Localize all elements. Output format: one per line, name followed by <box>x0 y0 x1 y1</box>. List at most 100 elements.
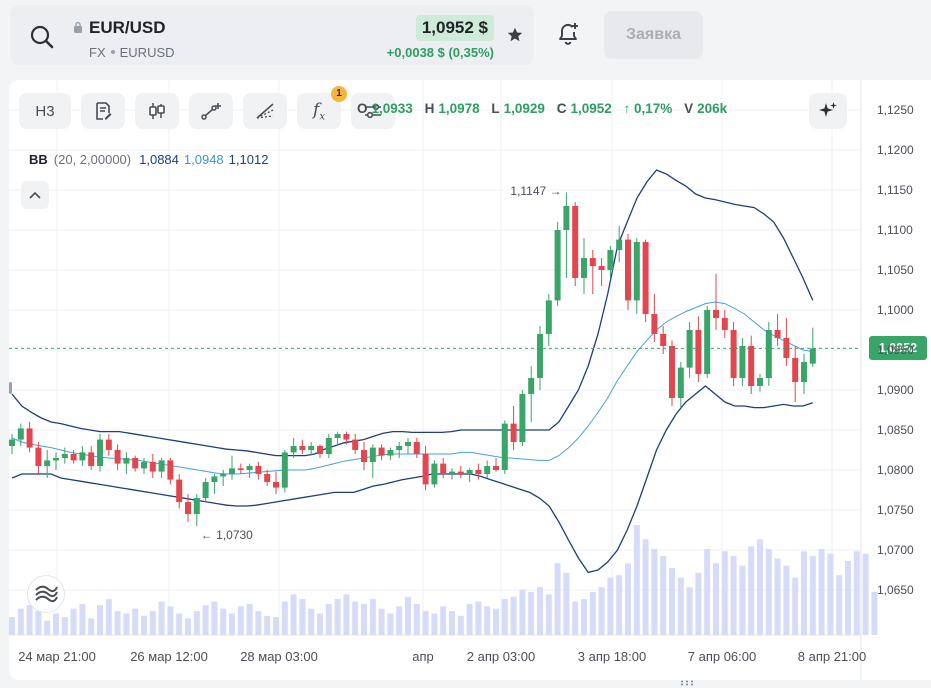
volume-bar <box>246 603 253 635</box>
candle-body <box>79 452 86 461</box>
volume-bar <box>616 575 623 635</box>
candle-body <box>422 454 429 485</box>
candle-body <box>642 242 649 314</box>
candle-body <box>484 466 491 474</box>
volume-bar <box>361 603 367 635</box>
volume-bar <box>17 608 24 635</box>
price-chart[interactable] <box>9 80 931 680</box>
volume-bar <box>801 551 807 635</box>
resize-handle-icon[interactable] <box>9 382 12 394</box>
candle-body <box>537 334 543 378</box>
candle-body <box>193 498 200 514</box>
order-button[interactable]: Заявка <box>604 11 703 59</box>
volume-bar <box>519 589 526 635</box>
candle-body <box>563 206 570 230</box>
sliders-icon <box>365 103 381 119</box>
volume-bar <box>721 551 728 635</box>
candle-body <box>211 476 218 482</box>
close-value: 1,0952 <box>570 101 612 116</box>
volume-bar <box>845 560 851 635</box>
candle-body <box>149 462 156 472</box>
volume-bar <box>545 594 552 635</box>
volume-bar <box>193 611 200 635</box>
candle-body <box>413 442 420 454</box>
volume-bar <box>466 603 473 635</box>
drag-dots-icon[interactable] <box>680 680 694 686</box>
candle-body <box>809 348 816 364</box>
candle-body <box>387 450 394 456</box>
volume-bar <box>53 613 59 635</box>
volume-bar <box>713 563 719 635</box>
volume-bar <box>598 587 605 635</box>
bb-lower-line <box>11 385 814 574</box>
volume-bar <box>607 577 614 635</box>
fibonacci-button[interactable] <box>243 93 287 129</box>
interval-button[interactable]: Н3 <box>19 93 71 129</box>
volume-bar <box>167 606 174 635</box>
candle-body <box>229 468 235 474</box>
candle-body <box>493 466 499 470</box>
bb-middle-line <box>11 301 813 475</box>
candle-body <box>677 367 684 398</box>
volume-value: 206k <box>697 101 728 116</box>
document-edit-icon <box>96 102 112 120</box>
candle-body <box>501 423 508 470</box>
bollinger-legend[interactable]: BB (20, 2,00000) 1,0884 1,0948 1,1012 <box>29 152 268 167</box>
candle-body <box>255 466 262 474</box>
x-tick-label: апр <box>412 649 434 664</box>
chart-panel[interactable]: Н3 <box>9 80 931 680</box>
ohlc-legend: O 1,0933 H 1,0978 L 1,0929 C 1,0952 ↑ 0,17% … <box>357 101 735 116</box>
volume-bar <box>290 594 297 635</box>
bb-upper-line <box>11 169 814 457</box>
candles-button[interactable] <box>135 93 179 129</box>
volume-bar <box>765 548 772 635</box>
settings-button[interactable] <box>351 93 395 129</box>
candle-body <box>299 446 306 450</box>
y-tick-label: 1,1200 <box>877 143 914 157</box>
candle-body <box>801 362 807 382</box>
volume-bar <box>132 608 139 635</box>
volume-bar <box>748 546 755 635</box>
candle-body <box>440 463 447 474</box>
ticker-header[interactable]: EUR/USD FX EURUSD 1,0952 $ +0,0038 $ (0,3… <box>10 5 534 65</box>
candle-body <box>185 502 191 514</box>
volume-label: V <box>684 101 694 116</box>
volume-bar <box>237 606 244 635</box>
indicators-button[interactable]: fx 1 <box>297 86 347 129</box>
volume-bar <box>669 568 675 635</box>
volume-bar <box>413 603 420 635</box>
candle-body <box>713 310 719 318</box>
volume-bar <box>475 601 482 635</box>
chart-type-button[interactable] <box>81 93 125 129</box>
y-tick-label: 1,1100 <box>877 223 913 237</box>
candle-body <box>97 439 103 466</box>
candle-body <box>466 470 473 474</box>
high-label: H <box>424 101 435 116</box>
candle-body <box>396 446 403 450</box>
y-tick-label: 1,0650 <box>877 583 914 597</box>
search-icon[interactable] <box>29 24 55 50</box>
change-percent: ↑ 0,17% <box>623 101 673 116</box>
high-value: 1,0978 <box>438 101 480 116</box>
candle-body <box>61 454 68 458</box>
indicator-count-badge: 1 <box>331 86 347 102</box>
volume-bar <box>387 613 394 635</box>
volume-bar <box>220 608 227 635</box>
bell-plus-icon[interactable] <box>553 18 583 48</box>
ticker-code: EURUSD <box>119 45 175 60</box>
x-tick-label: 26 мар 12:00 <box>130 649 208 664</box>
bb-middle-value: 1,0948 <box>183 152 224 167</box>
candle-body <box>114 450 121 464</box>
collapse-legend-button[interactable] <box>21 181 49 209</box>
ai-sparkle-button[interactable] <box>809 93 847 129</box>
volume-bar <box>792 577 799 635</box>
draw-line-button[interactable] <box>189 93 233 129</box>
candle-body <box>105 439 112 450</box>
volume-bar <box>97 605 103 635</box>
bb-lower-value: 1,0884 <box>139 152 179 167</box>
star-icon[interactable] <box>506 26 524 44</box>
candle-body <box>334 434 341 438</box>
y-tick-label: 1,0950 <box>877 343 914 357</box>
volume-bar <box>501 599 508 635</box>
volume-bar <box>317 613 323 635</box>
